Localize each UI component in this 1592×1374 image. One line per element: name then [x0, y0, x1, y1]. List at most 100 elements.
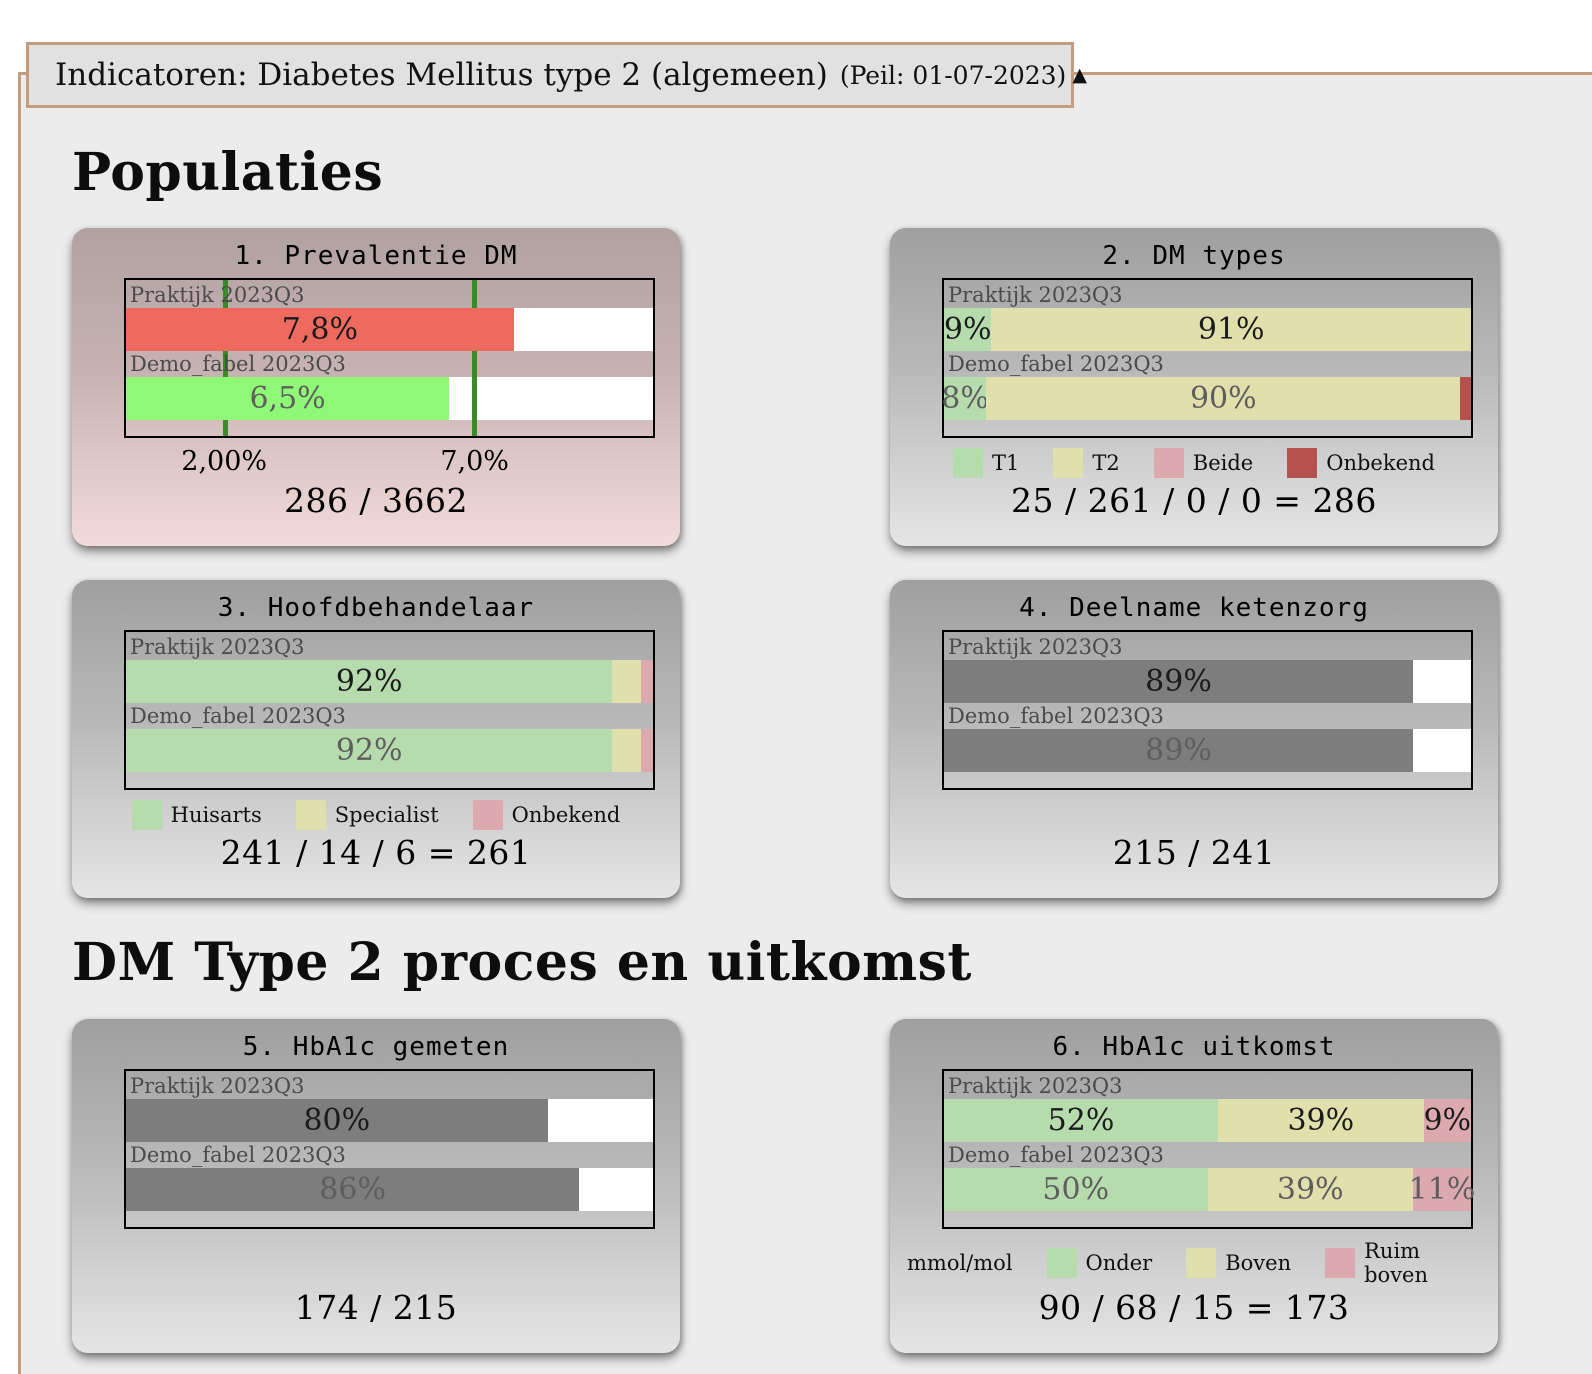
collapse-triangle-icon[interactable]: ▲ — [1072, 64, 1087, 86]
legend-swatch — [953, 448, 984, 479]
bar-row-label: Praktijk 2023Q3 — [948, 283, 1123, 308]
legend-item: Ruim boven — [1325, 1239, 1481, 1287]
card-summary-counts: 174 / 215 — [294, 1287, 458, 1327]
legend-label: T2 — [1092, 451, 1120, 476]
legend-label: T1 — [992, 451, 1020, 476]
indicator-peil-date: (Peil: 01-07-2023) — [839, 60, 1067, 90]
legend-item: T1 — [953, 448, 1020, 479]
bar-segment: 8% — [941, 377, 989, 421]
legend-label: Huisarts — [170, 803, 262, 828]
bar-segment: 52% — [944, 1098, 1219, 1142]
bar-row-label: Demo_fabel 2023Q3 — [130, 352, 346, 377]
bar-segment: 91% — [991, 308, 1471, 352]
target-marker-line — [222, 280, 228, 436]
bar-row-label: Demo_fabel 2023Q3 — [130, 1142, 346, 1167]
card-grid: 1. Prevalentie DM Praktijk 2023Q3 7,8% Demo… — [72, 228, 1592, 899]
legend-item: Onder — [1046, 1247, 1153, 1278]
chart-legend: mmol/mol Onder Boven Ruim boven — [890, 1239, 1498, 1287]
bar-segment: 7,8% — [126, 308, 514, 352]
legend-swatch — [472, 800, 503, 831]
bar-chart-plot: Praktijk 2023Q3 52% 39% 9% Demo_fabel 2023Q3… — [942, 1068, 1475, 1229]
card-title: 1. Prevalentie DM — [234, 241, 518, 272]
section-heading: DM Type 2 proces en uitkomst — [72, 932, 972, 994]
legend-item: Specialist — [295, 800, 439, 831]
legend-swatch — [295, 800, 326, 831]
legend-unit-label: mmol/mol — [907, 1250, 1013, 1275]
indicator-card: 3. Hoofdbehandelaar Praktijk 2023Q3 92% Dem… — [72, 580, 680, 899]
indicator-panel: Populaties 1. Prevalentie DM Praktijk 2023… — [18, 72, 1592, 1374]
bar-segment: 89% — [944, 729, 1414, 773]
bar-row: 50% 39% 11% — [944, 1167, 1475, 1211]
legend-swatch — [1325, 1247, 1356, 1278]
bar-chart-plot: Praktijk 2023Q3 9% 91% Demo_fabel 2023Q3 8% 9… — [941, 278, 1473, 439]
bar-segment: 92% — [126, 729, 613, 773]
bar-segment: 86% — [126, 1167, 580, 1211]
legend-swatch — [1153, 448, 1184, 479]
legend-swatch — [131, 800, 162, 831]
card-summary-counts: 90 / 68 / 15 = 173 — [1038, 1287, 1350, 1327]
bar-segment: 11% — [1409, 1167, 1475, 1211]
main-content: Populaties 1. Prevalentie DM Praktijk 2023… — [72, 78, 1592, 1353]
target-marker-line — [471, 280, 477, 436]
bar-chart-plot: Praktijk 2023Q3 89% Demo_fabel 2023Q3 89% — [942, 630, 1473, 791]
bar-row-label: Demo_fabel 2023Q3 — [948, 352, 1164, 377]
legend-item: Beide — [1153, 448, 1253, 479]
indicator-card: 2. DM types Praktijk 2023Q3 9% 91% Demo_fabe… — [890, 228, 1498, 547]
axis-tick-label: 2,00% — [181, 445, 268, 477]
bar-segment: 39% — [1207, 1167, 1414, 1211]
bar-segment: 9% — [1423, 1098, 1471, 1142]
card-summary-counts: 25 / 261 / 0 / 0 = 286 — [1011, 481, 1377, 521]
bar-chart-plot: Praktijk 2023Q3 80% Demo_fabel 2023Q3 86% — [124, 1068, 655, 1229]
indicator-card: 5. HbA1c gemeten Praktijk 2023Q3 80% Demo_f… — [72, 1018, 680, 1353]
bar-row: 89% — [944, 729, 1471, 773]
legend-swatch — [1186, 1247, 1217, 1278]
bar-row: 89% — [944, 660, 1471, 704]
bar-row: 92% — [126, 729, 653, 773]
legend-label: Onder — [1085, 1250, 1153, 1275]
legend-item: Huisarts — [131, 800, 262, 831]
bar-row: 92% — [126, 660, 653, 704]
bar-segment: 90% — [986, 377, 1461, 421]
legend-swatch — [1046, 1247, 1077, 1278]
card-summary-counts: 215 / 241 — [1112, 833, 1276, 873]
bar-segment: 6,5% — [126, 377, 450, 421]
chart-legend: T1 T2 Beide Onbekend — [890, 448, 1498, 479]
legend-swatch — [1287, 448, 1318, 479]
bar-row-label: Praktijk 2023Q3 — [130, 283, 305, 308]
axis-tick-label: 7,0% — [440, 445, 509, 477]
bar-chart-plot: Praktijk 2023Q3 92% Demo_fabel 2023Q3 92% — [124, 630, 655, 791]
indicator-collapse-header[interactable]: Indicatoren: Diabetes Mellitus type 2 (a… — [26, 42, 1087, 108]
card-title: 5. HbA1c gemeten — [242, 1031, 510, 1062]
legend-item: T2 — [1053, 448, 1120, 479]
indicator-card: 4. Deelname ketenzorg Praktijk 2023Q3 89% D… — [890, 580, 1498, 899]
bar-chart-plot: Praktijk 2023Q3 7,8% Demo_fabel 2023Q3 6,5% — [124, 278, 655, 438]
bar-segment: 92% — [126, 660, 613, 704]
bar-row: 80% — [126, 1098, 653, 1142]
bar-row-label: Praktijk 2023Q3 — [948, 635, 1123, 660]
legend-label: Specialist — [334, 803, 439, 828]
bar-row: 86% — [126, 1167, 653, 1211]
card-title: 4. Deelname ketenzorg — [1019, 593, 1369, 624]
bar-segment: 80% — [126, 1098, 548, 1142]
card-summary-counts: 286 / 3662 — [283, 481, 469, 521]
legend-label: Onbekend — [511, 803, 621, 828]
legend-item: Onbekend — [472, 800, 621, 831]
bar-segment: 89% — [944, 660, 1414, 704]
legend-item: Onbekend — [1287, 448, 1435, 479]
bar-segment: 39% — [1218, 1098, 1424, 1142]
bar-row-label: Demo_fabel 2023Q3 — [948, 704, 1164, 729]
legend-swatch — [1053, 448, 1084, 479]
bar-row-label: Praktijk 2023Q3 — [130, 635, 305, 660]
legend-item: Boven — [1186, 1247, 1292, 1278]
legend-label: Boven — [1225, 1250, 1292, 1275]
bar-row: 6,5% — [126, 377, 653, 421]
bar-segment: 50% — [944, 1167, 1208, 1211]
bar-segment — [640, 660, 653, 704]
bar-row-label: Praktijk 2023Q3 — [948, 1073, 1123, 1098]
x-axis-ticks: 2,00% 7,0% — [124, 438, 655, 482]
bar-row-label: Demo_fabel 2023Q3 — [130, 704, 346, 729]
indicator-card: 1. Prevalentie DM Praktijk 2023Q3 7,8% Demo… — [72, 228, 680, 547]
bar-row-label: Praktijk 2023Q3 — [130, 1073, 305, 1098]
bar-segment — [612, 729, 641, 773]
